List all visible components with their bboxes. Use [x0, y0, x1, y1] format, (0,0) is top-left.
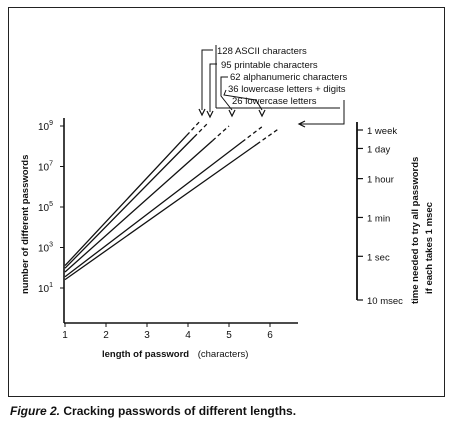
y-tick-exponent: 1 [49, 282, 53, 289]
x-axis-title-text: length of password [102, 349, 189, 360]
password-cracking-chart: length of password (characters) number o… [20, 45, 435, 360]
legend-label: 62 alphanumeric characters [230, 72, 347, 83]
legend-layer: 128 ASCII characters 95 printable charact… [198, 45, 347, 128]
time-axis-title-line1: time needed to try all passwords [410, 157, 421, 304]
series-line-tip [256, 128, 279, 145]
series-line-tip [212, 125, 230, 142]
figure-frame [8, 7, 445, 397]
legend-label: 128 ASCII characters [217, 46, 307, 57]
y-tick-label: 109 [38, 120, 53, 133]
series-line [64, 134, 188, 267]
y-tick-exponent: 3 [49, 242, 53, 249]
time-tick-label: 1 hour [367, 175, 394, 186]
time-axis-title-line2: if each takes 1 msec [424, 202, 435, 294]
series-line [64, 136, 195, 269]
y-tick-exponent: 9 [49, 120, 53, 127]
series-line [64, 140, 214, 273]
legend-label: 95 printable characters [221, 60, 318, 71]
time-tick-label: 1 sec [367, 252, 390, 263]
legend-arrowhead [258, 109, 266, 118]
y-tick-base: 10 [38, 203, 50, 214]
y-tick-label: 101 [38, 282, 53, 295]
legend-label: 36 lowercase letters + digits [228, 84, 346, 95]
series-line [64, 143, 258, 281]
figure-caption: Figure 2. Cracking passwords of differen… [10, 404, 296, 418]
y-tick-base: 10 [38, 122, 50, 133]
legend-leader-line [223, 89, 263, 111]
time-tick-label: 1 day [367, 144, 390, 155]
time-tick-label: 1 week [367, 126, 397, 137]
x-axis-title-unit: (characters) [198, 349, 249, 360]
x-axis-title: length of password (characters) [102, 349, 248, 360]
y-tick-base: 10 [38, 244, 50, 255]
x-tick-label: 4 [185, 330, 191, 341]
figure-number: Figure 2. [10, 404, 61, 418]
y-tick-label: 103 [38, 242, 53, 255]
x-tick-label: 5 [226, 330, 232, 341]
series-layer [64, 120, 279, 281]
legend-bracket [215, 45, 340, 109]
y-tick-exponent: 5 [49, 201, 53, 208]
series-line-tip [241, 126, 263, 143]
y-tick-label: 107 [38, 161, 53, 174]
legend-leader-line [220, 76, 233, 111]
time-tick-label: 1 min [367, 213, 390, 224]
legend-arrowhead [198, 108, 206, 117]
series-line-tip [193, 121, 209, 138]
legend-arrowhead [297, 120, 306, 128]
series-line-tip [186, 120, 201, 136]
y-tick-exponent: 7 [49, 161, 53, 168]
series-line [64, 141, 243, 278]
legend-leader-line [300, 100, 345, 125]
legend-leader-line [201, 49, 213, 110]
figure-caption-text: Cracking passwords of different lengths. [63, 404, 297, 418]
x-tick-label: 1 [62, 330, 68, 341]
time-scale-layer: 1 week 1 day 1 hour 1 min 1 sec 10 msec [357, 126, 403, 307]
legend-arrowhead [206, 110, 214, 119]
x-tick-label: 6 [267, 330, 273, 341]
y-tick-base: 10 [38, 163, 50, 174]
y-tick-base: 10 [38, 284, 50, 295]
legend-leader-line [209, 63, 217, 112]
x-tick-label: 3 [144, 330, 150, 341]
legend-arrowhead [228, 109, 236, 118]
time-tick-label: 10 msec [367, 296, 403, 307]
y-tick-label: 105 [38, 201, 53, 214]
legend-label: 26 lowercase letters [232, 96, 317, 107]
x-tick-label: 2 [103, 330, 109, 341]
y-axis-title: number of different passwords [20, 155, 31, 294]
